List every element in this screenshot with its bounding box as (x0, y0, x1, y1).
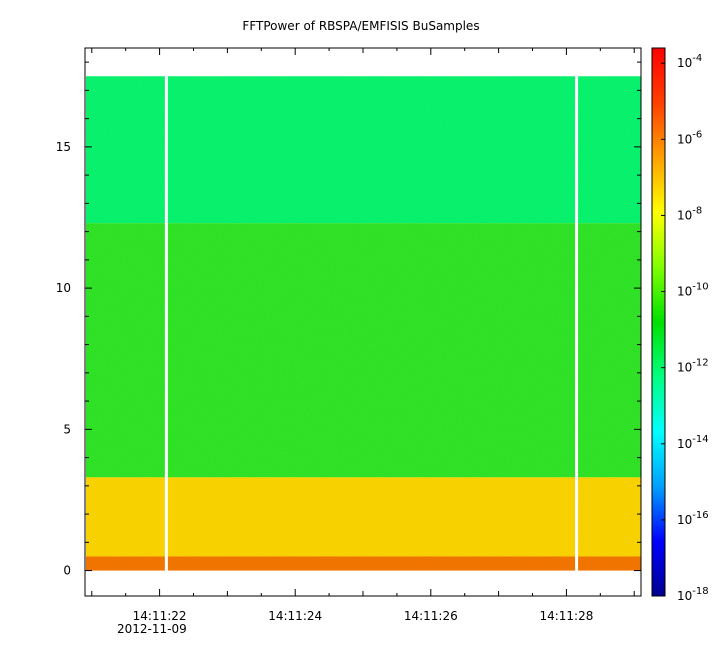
noise-texture (86, 76, 641, 571)
data-gap-1 (575, 75, 579, 572)
y-tick-label: 15 (56, 140, 71, 154)
colorbar-tick-label: 10-18 (677, 586, 709, 603)
y-tick-label: 0 (63, 564, 71, 578)
colorbar-frame (651, 47, 666, 597)
x-axis: 14:11:22 14:11:24 14:11:26 14:11:28 (91, 48, 635, 623)
colorbar: 10-4 10-6 10-8 10-10 10-12 10-14 10-16 10-18 (651, 47, 709, 603)
colorbar-tick-label: 10-8 (677, 205, 702, 222)
data-gaps (164, 75, 579, 572)
colorbar-tick-label: 10-4 (677, 53, 702, 70)
x-tick-label: 14:11:26 (404, 609, 458, 623)
colorbar-ticks: 10-4 10-6 10-8 10-10 10-12 10-14 10-16 10-18 (661, 53, 709, 603)
x-tick-label: 14:11:24 (268, 609, 322, 623)
colorbar-tick-label: 10-6 (677, 129, 702, 146)
x-tick-label: 14:11:22 (133, 609, 187, 623)
colorbar-fill (652, 48, 665, 596)
y-tick-label: 10 (56, 281, 71, 295)
y-axis: 0 5 10 15 (56, 61, 641, 578)
colorbar-tick-label: 10-16 (677, 510, 709, 527)
chart-title: FFTPower of RBSPA/EMFISIS BuSamples (242, 19, 479, 33)
y-tick-label: 5 (63, 422, 71, 436)
colorbar-tick-label: 10-10 (677, 282, 709, 299)
colorbar-tick-label: 10-12 (677, 358, 709, 375)
plot-area (84, 47, 642, 597)
x-tick-label: 14:11:28 (539, 609, 593, 623)
data-gap-0 (164, 75, 168, 572)
colorbar-tick-label: 10-14 (677, 434, 709, 451)
x-date-label: 2012-11-09 (117, 622, 187, 636)
